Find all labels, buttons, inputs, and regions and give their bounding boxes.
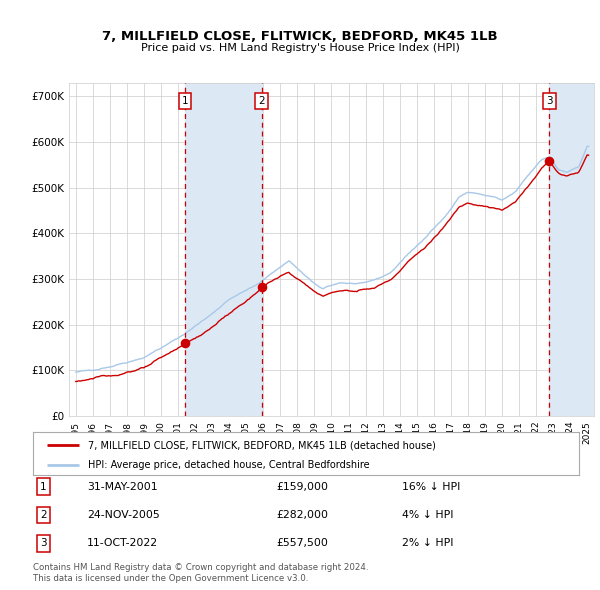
Point [257,283,266,292]
Text: 31-MAY-2001: 31-MAY-2001 [87,482,158,491]
Text: 3: 3 [40,539,47,548]
Text: 11-OCT-2022: 11-OCT-2022 [87,539,158,548]
Text: £159,000: £159,000 [276,482,328,491]
Text: 7, MILLFIELD CLOSE, FLITWICK, BEDFORD, MK45 1LB: 7, MILLFIELD CLOSE, FLITWICK, BEDFORD, M… [102,30,498,43]
Point [181,339,190,348]
Text: £557,500: £557,500 [276,539,328,548]
Text: 7, MILLFIELD CLOSE, FLITWICK, BEDFORD, MK45 1LB (detached house): 7, MILLFIELD CLOSE, FLITWICK, BEDFORD, M… [88,440,436,450]
Text: HPI: Average price, detached house, Central Bedfordshire: HPI: Average price, detached house, Cent… [88,460,369,470]
Text: 16% ↓ HPI: 16% ↓ HPI [402,482,460,491]
Text: 24-NOV-2005: 24-NOV-2005 [87,510,160,520]
Text: Price paid vs. HM Land Registry's House Price Index (HPI): Price paid vs. HM Land Registry's House … [140,44,460,53]
Text: 2: 2 [40,510,47,520]
Text: £282,000: £282,000 [276,510,328,520]
Text: This data is licensed under the Open Government Licence v3.0.: This data is licensed under the Open Gov… [33,573,308,583]
Text: 3: 3 [546,96,553,106]
Text: Contains HM Land Registry data © Crown copyright and database right 2024.: Contains HM Land Registry data © Crown c… [33,563,368,572]
Point [545,157,554,166]
Bar [550,83,594,416]
Bar [185,83,262,416]
Text: 1: 1 [182,96,188,106]
Text: 2: 2 [259,96,265,106]
Text: 1: 1 [40,482,47,491]
Text: 4% ↓ HPI: 4% ↓ HPI [402,510,454,520]
Text: 2% ↓ HPI: 2% ↓ HPI [402,539,454,548]
